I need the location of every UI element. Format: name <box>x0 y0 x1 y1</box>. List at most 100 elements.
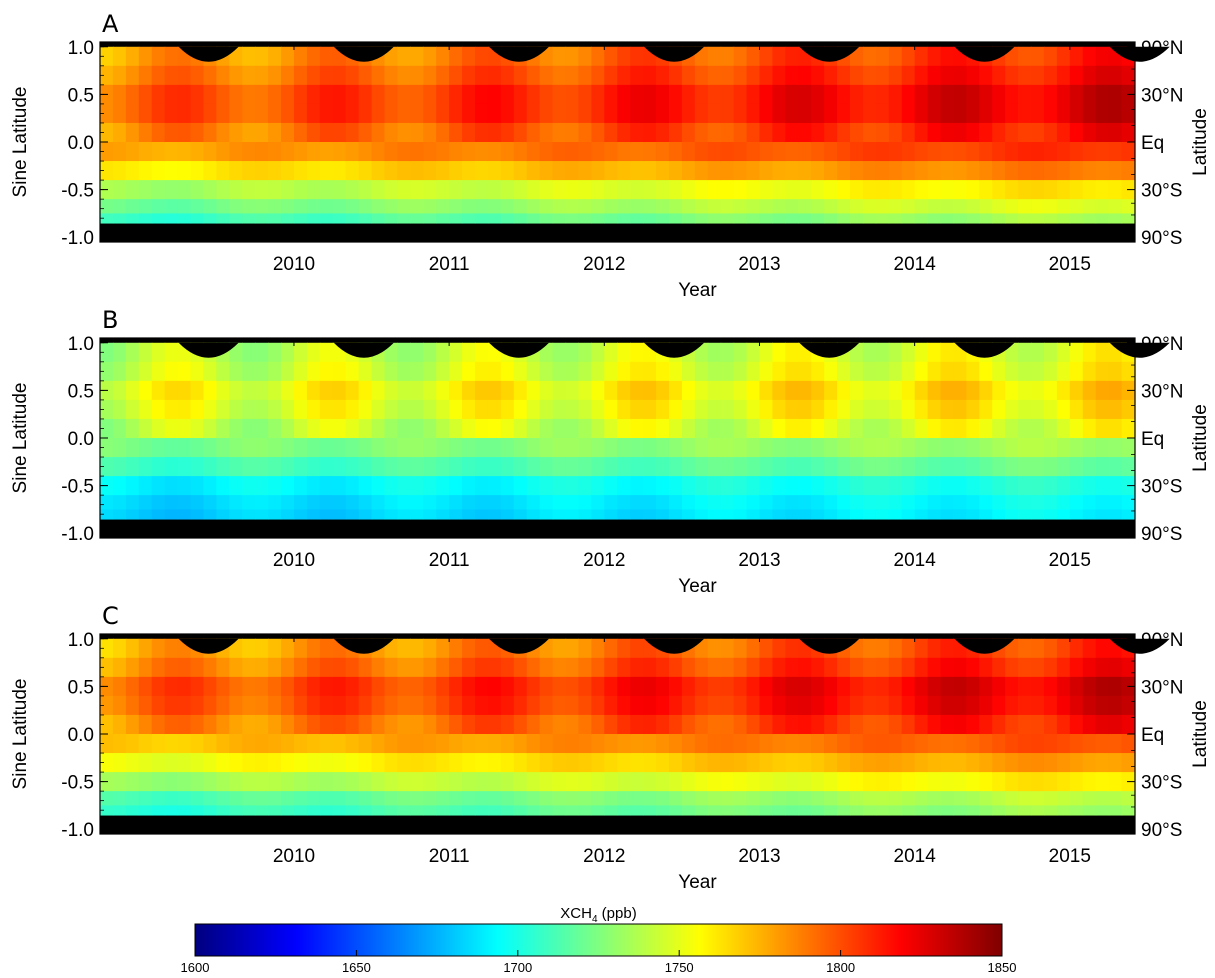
field-cell <box>358 142 373 162</box>
field-cell <box>772 714 786 735</box>
field-cell <box>255 361 269 382</box>
field-cell <box>681 213 696 224</box>
field-cell <box>966 418 980 439</box>
field-cell <box>617 495 631 511</box>
field-cell <box>746 457 761 477</box>
field-cell <box>720 476 735 496</box>
field-cell <box>656 753 670 773</box>
field-cell <box>733 772 748 792</box>
field-cell <box>604 457 618 477</box>
field-cell <box>707 142 722 162</box>
field-cell <box>319 638 334 659</box>
field-cell <box>1005 495 1019 511</box>
field-cell <box>423 213 437 224</box>
field-cell <box>242 509 256 520</box>
field-cell <box>190 399 205 420</box>
field-cell <box>539 84 554 105</box>
field-cell <box>293 791 308 807</box>
field-cell <box>694 714 709 735</box>
field-cell <box>656 772 670 792</box>
field-cell <box>617 84 631 105</box>
field-cell <box>668 65 683 86</box>
field-cell <box>785 142 799 162</box>
field-cell <box>1108 734 1123 754</box>
field-cell <box>332 714 347 735</box>
field-cell <box>306 457 321 477</box>
field-cell <box>862 734 877 754</box>
field-cell <box>578 714 592 735</box>
field-cell <box>242 638 256 659</box>
field-cell <box>539 213 554 224</box>
field-cell <box>229 476 243 496</box>
field-cell <box>992 418 1006 439</box>
field-cell <box>927 161 942 181</box>
field-cell <box>449 161 463 181</box>
field-cell <box>397 438 411 458</box>
field-cell <box>1108 495 1123 511</box>
field-cell <box>190 734 205 754</box>
field-cell <box>1069 791 1084 807</box>
field-cell <box>914 805 929 816</box>
field-cell <box>229 791 243 807</box>
field-cell <box>281 476 295 496</box>
field-cell <box>578 495 592 511</box>
field-cell <box>500 161 515 181</box>
field-cell <box>1005 714 1019 735</box>
field-cell <box>229 180 243 200</box>
field-cell <box>164 180 179 200</box>
field-cell <box>423 103 437 124</box>
field-cell <box>487 476 502 496</box>
field-cell <box>125 495 140 511</box>
field-cell <box>449 457 463 477</box>
field-cell <box>100 509 114 520</box>
field-cell <box>151 438 166 458</box>
field-cell <box>462 753 476 773</box>
field-cell <box>1082 734 1097 754</box>
field-cell <box>397 399 411 420</box>
field-cell <box>410 122 424 143</box>
field-cell <box>746 399 761 420</box>
field-cell <box>720 103 735 124</box>
field-cell <box>293 180 308 200</box>
field-cell <box>177 734 192 754</box>
field-cell <box>966 438 980 458</box>
field-cell <box>927 84 942 105</box>
field-cell <box>164 657 179 678</box>
field-cell <box>1056 103 1071 124</box>
field-cell <box>281 122 295 143</box>
y-tick-label: 1.0 <box>68 630 94 651</box>
field-cell <box>1043 380 1058 401</box>
field-cell <box>371 161 386 181</box>
field-cell <box>940 161 955 181</box>
field-cell <box>293 65 308 86</box>
field-cell <box>449 213 463 224</box>
field-cell <box>565 638 580 659</box>
field-cell <box>1056 46 1071 67</box>
field-cell <box>927 399 942 420</box>
field-cell <box>992 180 1006 200</box>
field-cell <box>216 457 230 477</box>
field-cell <box>397 361 411 382</box>
field-cell <box>1005 418 1019 439</box>
field-cell <box>1043 676 1058 697</box>
field-cell <box>268 380 282 401</box>
field-cell <box>255 495 269 511</box>
field-cell <box>151 509 166 520</box>
field-cell <box>203 495 217 511</box>
field-cell <box>345 734 360 754</box>
field-cell <box>1069 418 1084 439</box>
field-cell <box>281 805 295 816</box>
field-cell <box>552 342 567 363</box>
panel-a: 2010 2011 2012 2013 2014 20151.00.50.0-0.5-1.… <box>10 10 1211 301</box>
field-cell <box>319 84 334 105</box>
field-cell <box>694 84 709 105</box>
field-cell <box>927 695 942 716</box>
field-cell <box>371 213 386 224</box>
field-cell <box>268 457 282 477</box>
field-cell <box>772 361 786 382</box>
colorbar-gradient <box>194 923 1003 957</box>
field-cell <box>1056 772 1071 792</box>
field-cell <box>630 805 644 816</box>
field-cell <box>151 142 166 162</box>
field-cell <box>410 476 424 496</box>
